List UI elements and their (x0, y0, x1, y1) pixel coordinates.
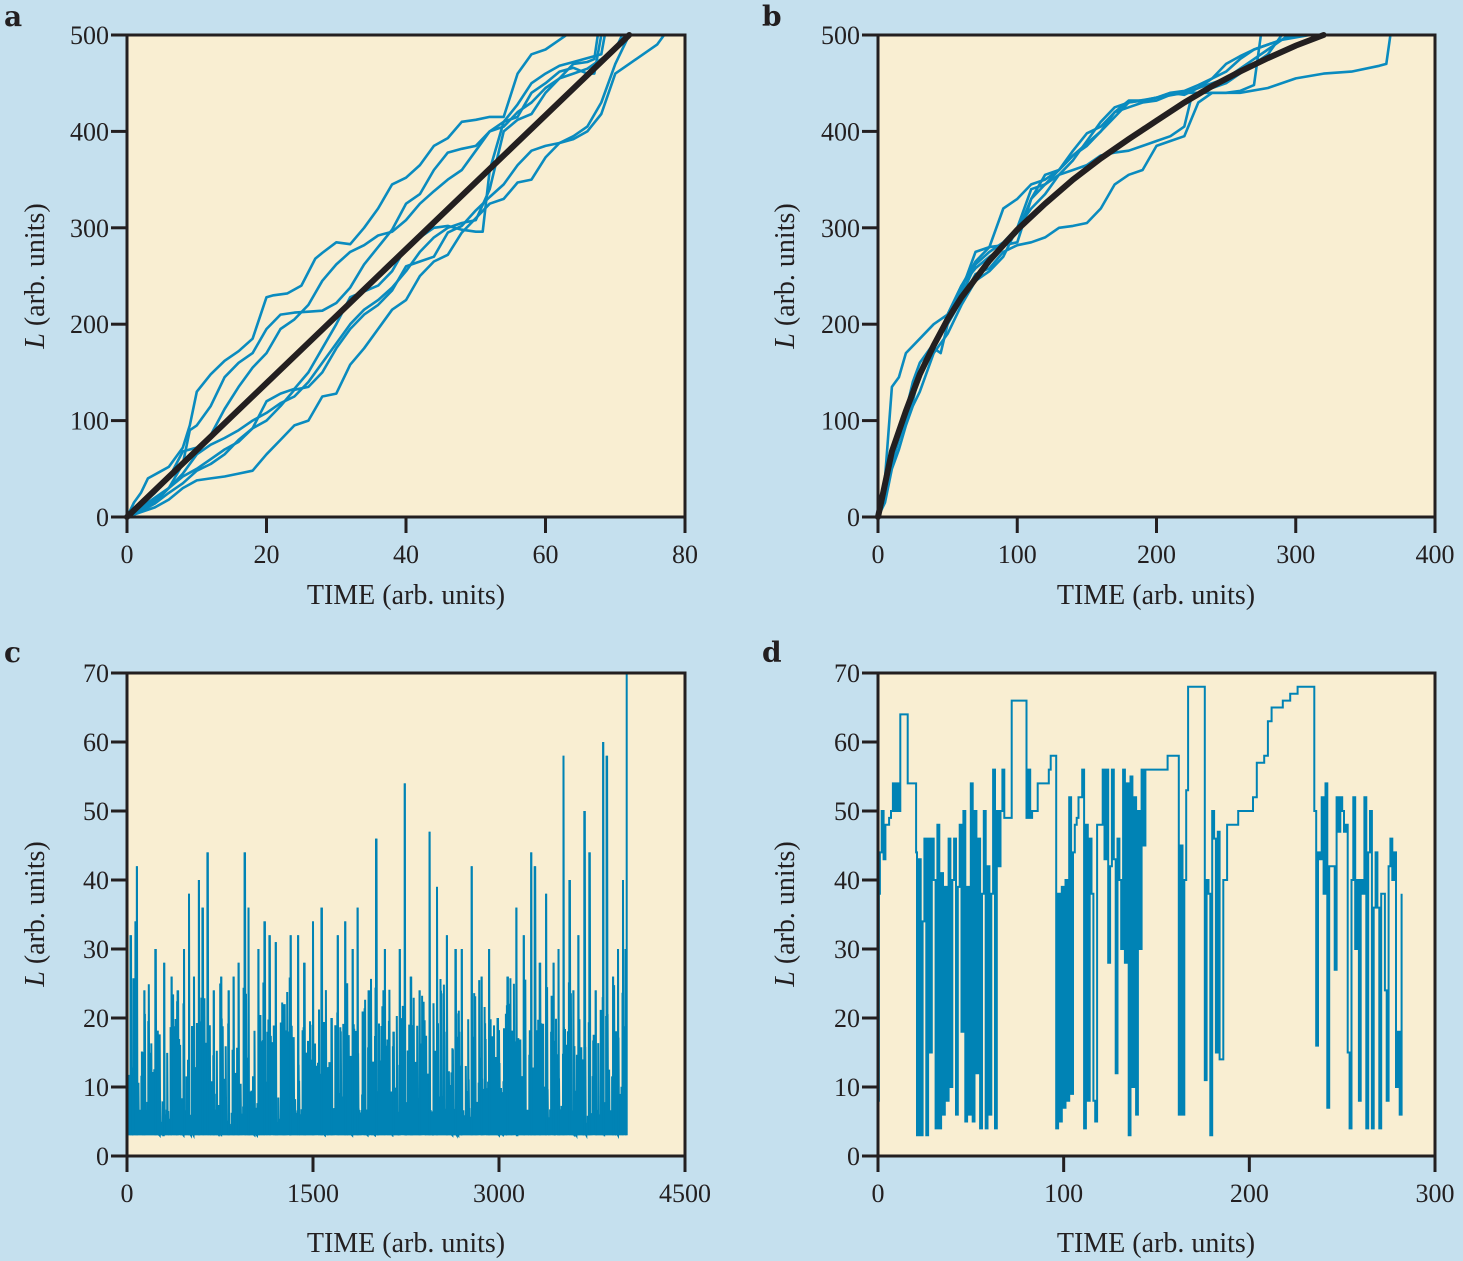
x-tick-label-b-4: 400 (1416, 540, 1455, 569)
y-tick-label-c-4: 40 (83, 866, 109, 895)
y-tick-label-a-4: 400 (70, 117, 109, 146)
x-tick-label-a-0: 0 (121, 540, 134, 569)
y-tick-label-d-1: 10 (834, 1073, 860, 1102)
y-tick-label-c-5: 50 (83, 797, 109, 826)
x-axis-label-d: TIME (arb. units) (1057, 1228, 1255, 1259)
series-a-trace-6 (126, 34, 666, 519)
x-tick-label-d-0: 0 (872, 1179, 885, 1208)
plot-area-b (878, 35, 1435, 517)
y-tick-label-a-0: 0 (96, 503, 109, 532)
series-b-trace-1 (876, 33, 1290, 518)
x-tick-label-a-2: 40 (393, 540, 419, 569)
traces-c (126, 673, 628, 1140)
series-d-trace (877, 685, 1403, 1137)
x-tick-label-d-1: 100 (1044, 1179, 1083, 1208)
y-tick-label-c-1: 10 (83, 1073, 109, 1102)
y-tick-label-c-3: 30 (83, 935, 109, 964)
plot-frame-d (876, 671, 1437, 1158)
plot-area-a (127, 35, 685, 517)
y-ticks-b: 0 100 200 300 400 500 (821, 21, 878, 532)
y-tick-label-b-5: 500 (821, 21, 860, 50)
y-tick-label-d-6: 60 (834, 728, 860, 757)
x-tick-label-a-1: 20 (254, 540, 280, 569)
x-tick-label-b-3: 300 (1276, 540, 1315, 569)
y-tick-label-d-2: 20 (834, 1004, 860, 1033)
y-ticks-d: 0 10 20 30 40 50 60 70 (834, 659, 878, 1171)
fit-curve-b (875, 32, 1327, 520)
x-ticks-c: 0 1500 3000 4500 (121, 1156, 711, 1208)
x-tick-label-a-3: 60 (533, 540, 559, 569)
y-tick-label-a-1: 100 (70, 407, 109, 436)
fit-curve-a (124, 32, 633, 520)
y-tick-label-d-7: 70 (834, 659, 860, 688)
x-axis-label-b: TIME (arb. units) (1057, 580, 1255, 611)
y-tick-label-b-4: 400 (821, 117, 860, 146)
series-a-trace-7 (126, 34, 631, 519)
y-axis-label-c: L (arb. units) (20, 841, 51, 987)
y-tick-label-c-2: 20 (83, 1004, 109, 1033)
x-tick-label-b-2: 200 (1137, 540, 1176, 569)
panel-letter-a: a (4, 0, 22, 33)
panel-letter-c: c (4, 636, 21, 669)
y-tick-label-d-3: 30 (834, 935, 860, 964)
x-ticks-a: 0 20 40 60 80 (121, 517, 698, 569)
x-tick-label-c-1: 1500 (287, 1179, 339, 1208)
x-tick-label-c-3: 4500 (659, 1179, 711, 1208)
x-tick-label-c-2: 3000 (473, 1179, 525, 1208)
x-tick-label-b-0: 0 (872, 540, 885, 569)
x-tick-label-a-4: 80 (672, 540, 698, 569)
y-ticks-a: 0 100 200 300 400 500 (70, 21, 127, 532)
y-tick-label-c-0: 0 (96, 1142, 109, 1171)
fit-line-b (875, 32, 1327, 520)
plot-frame-c (125, 671, 687, 1158)
y-tick-label-b-1: 100 (821, 407, 860, 436)
series-a-trace-5 (126, 34, 603, 519)
y-tick-label-b-2: 200 (821, 310, 860, 339)
traces-d (877, 685, 1403, 1137)
y-ticks-c: 0 10 20 30 40 50 60 70 (83, 659, 127, 1171)
panel-a: a 0 20 40 60 80 0 100 200 300 400 500 TIME (arb. … (4, 0, 698, 611)
y-tick-label-d-4: 40 (834, 866, 860, 895)
x-ticks-d: 0 100 200 300 (872, 1156, 1455, 1208)
y-tick-label-c-7: 70 (83, 659, 109, 688)
y-tick-label-d-0: 0 (847, 1142, 860, 1171)
y-tick-label-b-3: 300 (821, 214, 860, 243)
series-b-trace-3 (876, 33, 1310, 518)
series-a-trace-4 (126, 34, 624, 519)
y-axis-label-a: L (arb. units) (20, 203, 51, 349)
x-axis-label-a: TIME (arb. units) (307, 580, 505, 611)
panel-letter-d: d (762, 636, 782, 669)
y-tick-label-b-0: 0 (847, 503, 860, 532)
x-tick-label-c-0: 0 (121, 1179, 134, 1208)
panel-c: c 0 1500 3000 4500 0 10 20 30 40 50 60 70 TIME (ar… (4, 636, 711, 1259)
y-axis-label-b: L (arb. units) (770, 203, 801, 349)
y-tick-label-a-2: 200 (70, 310, 109, 339)
panel-b: b 0 100 200 300 400 0 100 200 300 400 500 TIME (a… (762, 0, 1455, 611)
x-tick-label-d-3: 300 (1416, 1179, 1455, 1208)
fit-line-a (124, 32, 633, 520)
y-tick-label-c-6: 60 (83, 728, 109, 757)
y-tick-label-a-5: 500 (70, 21, 109, 50)
y-tick-label-a-3: 300 (70, 214, 109, 243)
x-tick-label-b-1: 100 (998, 540, 1037, 569)
panel-d: d 0 100 200 300 0 10 20 30 40 50 60 70 TIME (arb. … (762, 636, 1455, 1259)
x-axis-label-c: TIME (arb. units) (307, 1228, 505, 1259)
x-tick-label-d-2: 200 (1230, 1179, 1269, 1208)
x-ticks-b: 0 100 200 300 400 (872, 517, 1455, 569)
y-tick-label-d-5: 50 (834, 797, 860, 826)
series-a-trace-2 (126, 34, 600, 519)
y-axis-label-d: L (arb. units) (770, 841, 801, 987)
panel-letter-b: b (762, 0, 782, 33)
series-a-trace-1 (125, 33, 568, 518)
